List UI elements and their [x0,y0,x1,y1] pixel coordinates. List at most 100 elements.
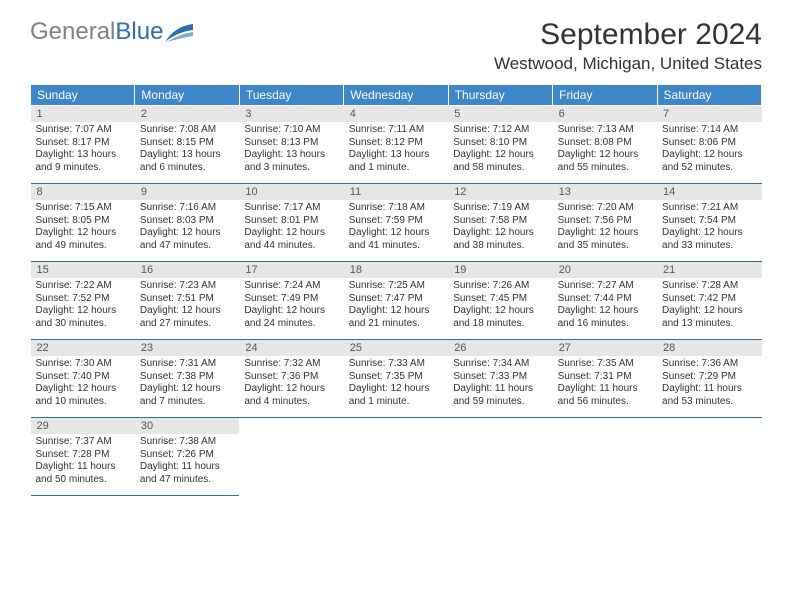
sunset-text: Sunset: 7:59 PM [349,215,443,228]
logo-text-blue: Blue [115,18,163,45]
day-number: 3 [239,106,343,122]
calendar-table: SundayMondayTuesdayWednesdayThursdayFrid… [30,84,762,496]
sunset-text: Sunset: 7:51 PM [140,293,234,306]
day-info: Sunrise: 7:21 AMSunset: 7:54 PMDaylight:… [657,200,761,256]
daylight-text: Daylight: 13 hours and 3 minutes. [244,149,338,174]
day-info: Sunrise: 7:28 AMSunset: 7:42 PMDaylight:… [657,278,761,334]
day-number: 30 [135,418,239,434]
week-row: 29Sunrise: 7:37 AMSunset: 7:28 PMDayligh… [31,418,762,496]
day-info: Sunrise: 7:14 AMSunset: 8:06 PMDaylight:… [657,122,761,178]
daylight-text: Daylight: 12 hours and 44 minutes. [244,227,338,252]
day-cell: 1Sunrise: 7:07 AMSunset: 8:17 PMDaylight… [31,106,135,184]
empty-cell [239,418,343,496]
day-number: 13 [553,184,657,200]
sunset-text: Sunset: 8:06 PM [662,137,756,150]
calendar-body: 1Sunrise: 7:07 AMSunset: 8:17 PMDaylight… [31,106,762,496]
empty-cell [657,418,761,496]
day-number: 1 [31,106,135,122]
day-info: Sunrise: 7:26 AMSunset: 7:45 PMDaylight:… [448,278,552,334]
dayname-thursday: Thursday [448,85,552,106]
day-cell: 26Sunrise: 7:34 AMSunset: 7:33 PMDayligh… [448,340,552,418]
day-info: Sunrise: 7:11 AMSunset: 8:12 PMDaylight:… [344,122,448,178]
day-number: 25 [344,340,448,356]
sunrise-text: Sunrise: 7:34 AM [453,358,547,371]
day-number: 6 [553,106,657,122]
dayname-friday: Friday [553,85,657,106]
daylight-text: Daylight: 12 hours and 13 minutes. [662,305,756,330]
sunrise-text: Sunrise: 7:28 AM [662,280,756,293]
day-info: Sunrise: 7:19 AMSunset: 7:58 PMDaylight:… [448,200,552,256]
day-cell: 23Sunrise: 7:31 AMSunset: 7:38 PMDayligh… [135,340,239,418]
daylight-text: Daylight: 12 hours and 10 minutes. [36,383,130,408]
sunrise-text: Sunrise: 7:31 AM [140,358,234,371]
empty-cell [553,418,657,496]
day-number: 28 [657,340,761,356]
sunrise-text: Sunrise: 7:19 AM [453,202,547,215]
sunrise-text: Sunrise: 7:12 AM [453,124,547,137]
sunrise-text: Sunrise: 7:11 AM [349,124,443,137]
sunrise-text: Sunrise: 7:35 AM [558,358,652,371]
sunset-text: Sunset: 7:56 PM [558,215,652,228]
day-cell: 4Sunrise: 7:11 AMSunset: 8:12 PMDaylight… [344,106,448,184]
day-cell: 19Sunrise: 7:26 AMSunset: 7:45 PMDayligh… [448,262,552,340]
sunrise-text: Sunrise: 7:17 AM [244,202,338,215]
sunset-text: Sunset: 7:28 PM [36,449,130,462]
day-cell: 5Sunrise: 7:12 AMSunset: 8:10 PMDaylight… [448,106,552,184]
day-number: 8 [31,184,135,200]
sunset-text: Sunset: 7:26 PM [140,449,234,462]
day-info: Sunrise: 7:30 AMSunset: 7:40 PMDaylight:… [31,356,135,412]
day-number: 19 [448,262,552,278]
day-number: 12 [448,184,552,200]
sunset-text: Sunset: 8:15 PM [140,137,234,150]
daylight-text: Daylight: 13 hours and 1 minute. [349,149,443,174]
day-cell: 30Sunrise: 7:38 AMSunset: 7:26 PMDayligh… [135,418,239,496]
sunset-text: Sunset: 7:36 PM [244,371,338,384]
sunrise-text: Sunrise: 7:30 AM [36,358,130,371]
dayname-tuesday: Tuesday [239,85,343,106]
daylight-text: Daylight: 12 hours and 16 minutes. [558,305,652,330]
daylight-text: Daylight: 12 hours and 47 minutes. [140,227,234,252]
daylight-text: Daylight: 12 hours and 27 minutes. [140,305,234,330]
day-number: 29 [31,418,135,434]
logo-swoosh-icon [165,24,193,44]
sunrise-text: Sunrise: 7:10 AM [244,124,338,137]
daylight-text: Daylight: 12 hours and 18 minutes. [453,305,547,330]
day-cell: 3 Sunrise: 7:10 AMSunset: 8:13 PMDaylight… [239,106,343,184]
day-number: 24 [239,340,343,356]
daylight-text: Daylight: 12 hours and 38 minutes. [453,227,547,252]
sunset-text: Sunset: 8:01 PM [244,215,338,228]
day-number: 9 [135,184,239,200]
day-cell: 17Sunrise: 7:24 AMSunset: 7:49 PMDayligh… [239,262,343,340]
day-info: Sunrise: 7:34 AMSunset: 7:33 PMDaylight:… [448,356,552,412]
day-info: Sunrise: 7:08 AMSunset: 8:15 PMDaylight:… [135,122,239,178]
daylight-text: Daylight: 13 hours and 9 minutes. [36,149,130,174]
day-info: Sunrise: 7:38 AMSunset: 7:26 PMDaylight:… [135,434,239,490]
day-cell: 21Sunrise: 7:28 AMSunset: 7:42 PMDayligh… [657,262,761,340]
sunset-text: Sunset: 8:13 PM [244,137,338,150]
sunrise-text: Sunrise: 7:16 AM [140,202,234,215]
sunset-text: Sunset: 7:54 PM [662,215,756,228]
sunrise-text: Sunrise: 7:23 AM [140,280,234,293]
day-info: Sunrise: 7:18 AMSunset: 7:59 PMDaylight:… [344,200,448,256]
sunset-text: Sunset: 7:49 PM [244,293,338,306]
day-info: Sunrise: 7:37 AMSunset: 7:28 PMDaylight:… [31,434,135,490]
sunset-text: Sunset: 8:12 PM [349,137,443,150]
day-info: Sunrise: 7:23 AMSunset: 7:51 PMDaylight:… [135,278,239,334]
day-info: Sunrise: 7:27 AMSunset: 7:44 PMDaylight:… [553,278,657,334]
day-cell: 29Sunrise: 7:37 AMSunset: 7:28 PMDayligh… [31,418,135,496]
day-cell: 13Sunrise: 7:20 AMSunset: 7:56 PMDayligh… [553,184,657,262]
sunrise-text: Sunrise: 7:21 AM [662,202,756,215]
sunset-text: Sunset: 7:38 PM [140,371,234,384]
day-cell: 2Sunrise: 7:08 AMSunset: 8:15 PMDaylight… [135,106,239,184]
sunset-text: Sunset: 8:10 PM [453,137,547,150]
day-cell: 14Sunrise: 7:21 AMSunset: 7:54 PMDayligh… [657,184,761,262]
sunrise-text: Sunrise: 7:13 AM [558,124,652,137]
daylight-text: Daylight: 12 hours and 49 minutes. [36,227,130,252]
day-cell: 7Sunrise: 7:14 AMSunset: 8:06 PMDaylight… [657,106,761,184]
sunset-text: Sunset: 8:08 PM [558,137,652,150]
day-cell: 24Sunrise: 7:32 AMSunset: 7:36 PMDayligh… [239,340,343,418]
sunset-text: Sunset: 8:17 PM [36,137,130,150]
day-info: Sunrise: 7:22 AMSunset: 7:52 PMDaylight:… [31,278,135,334]
month-title: September 2024 [494,18,762,52]
day-number: 2 [135,106,239,122]
